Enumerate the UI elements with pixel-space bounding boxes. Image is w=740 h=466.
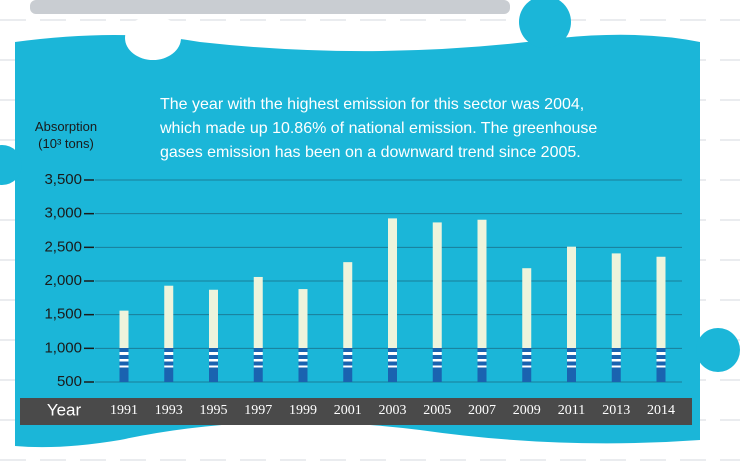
- y-axis-label: Absorption: [35, 119, 97, 134]
- x-tick-label: 2009: [513, 403, 541, 418]
- y-tick-label: 500: [57, 373, 82, 390]
- x-tick-label: 1997: [244, 403, 272, 418]
- x-tick-label: 2003: [379, 403, 407, 418]
- bar: [119, 310, 129, 382]
- x-tick-label: 1991: [110, 403, 138, 418]
- knob: [696, 328, 740, 372]
- y-tick-label: 2,000: [44, 272, 82, 289]
- cut-heading: [30, 0, 510, 14]
- bar: [611, 253, 621, 382]
- year-band: [20, 398, 692, 425]
- x-tick-label: 1995: [200, 403, 228, 418]
- annotation: which made up 10.86% of national emissio…: [159, 120, 597, 137]
- annotation: The year with the highest emission for t…: [160, 96, 584, 113]
- y-tick-label: 3,000: [44, 205, 82, 222]
- knob: [519, 0, 571, 48]
- x-tick-label: 2014: [647, 403, 675, 418]
- bar: [656, 256, 666, 382]
- y-axis-label: (10³ tons): [38, 136, 94, 151]
- knob-cutout: [125, 16, 181, 60]
- x-axis-label: Year: [47, 400, 82, 419]
- y-tick-label: 2,500: [44, 238, 82, 255]
- bar: [209, 289, 218, 382]
- y-tick-label: 1,000: [44, 339, 82, 356]
- x-tick-label: 1993: [155, 403, 183, 418]
- x-tick-label: 1999: [289, 403, 317, 418]
- bar: [432, 222, 442, 382]
- bar: [522, 268, 532, 382]
- y-tick-label: 1,500: [44, 306, 82, 323]
- bar: [253, 276, 263, 382]
- x-tick-label: 2005: [423, 403, 451, 418]
- bar: [298, 289, 308, 382]
- x-tick-label: 2007: [468, 403, 496, 418]
- x-tick-label: 2011: [558, 403, 585, 418]
- x-tick-label: 2013: [602, 403, 630, 418]
- bar: [477, 219, 487, 382]
- knob: [0, 145, 22, 185]
- bar: [567, 246, 576, 382]
- annotation: gases emission has been on a downward tr…: [160, 144, 581, 161]
- y-tick-label: 3,500: [44, 171, 82, 188]
- bar: [164, 285, 174, 382]
- bar: [388, 218, 397, 382]
- x-tick-label: 2001: [334, 403, 362, 418]
- bar: [343, 262, 353, 382]
